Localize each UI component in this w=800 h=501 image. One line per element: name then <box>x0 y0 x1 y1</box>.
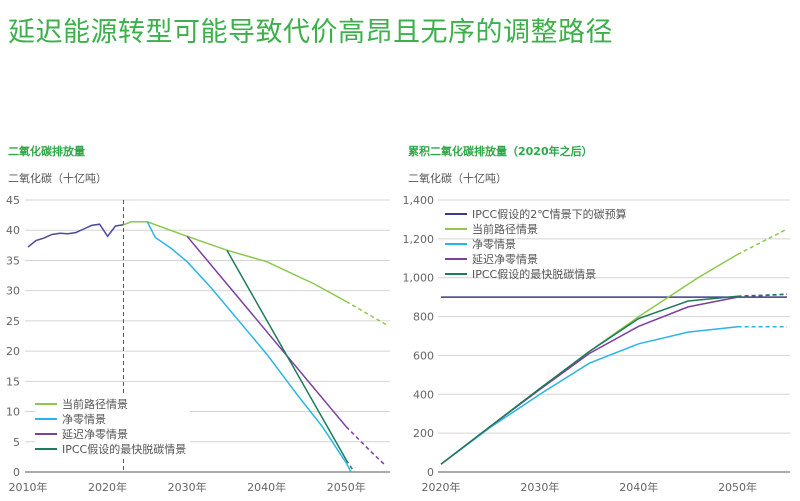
x-tick-label: 2030年 <box>168 480 207 494</box>
legend-item: 延迟净零情景 <box>35 426 186 441</box>
legend-swatch <box>35 417 57 420</box>
y-tick-label: 0 <box>13 466 20 479</box>
legend-item: IPCC假设的最快脱碳情景 <box>445 266 627 281</box>
series-line-3 <box>186 235 347 428</box>
right-chart-ylabel: 二氧化碳（十亿吨） <box>408 172 507 185</box>
y-tick-label: 45 <box>6 194 20 207</box>
right-chart-title: 累积二氧化碳排放量（2020年之后） <box>408 145 593 158</box>
x-tick-label: 2040年 <box>247 480 286 494</box>
series-line-3 <box>440 296 738 465</box>
legend-swatch <box>445 257 467 260</box>
legend-label: IPCC假设的最快脱碳情景 <box>62 442 187 456</box>
y-tick-label: 20 <box>6 345 20 358</box>
legend-swatch <box>445 212 467 215</box>
series-line-4 <box>226 249 347 461</box>
y-tick-label: 10 <box>6 406 20 419</box>
y-tick-label: 400 <box>413 388 434 401</box>
legend-swatch <box>35 432 57 435</box>
y-tick-label: 200 <box>413 427 434 440</box>
series-projection-4 <box>737 293 788 297</box>
legend-item: IPCC假设的最快脱碳情景 <box>35 441 186 456</box>
series-line-4 <box>440 295 738 465</box>
legend-label: 延迟净零情景 <box>472 252 538 266</box>
legend-swatch <box>35 447 57 450</box>
y-tick-label: 25 <box>6 315 20 328</box>
legend-label: 当前路径情景 <box>472 222 538 236</box>
legend-swatch <box>445 242 467 245</box>
legend-label: 延迟净零情景 <box>62 427 128 441</box>
legend-label: 当前路径情景 <box>62 397 128 411</box>
y-tick-label: 0 <box>427 466 434 479</box>
left-legend: 当前路径情景 净零情景 延迟净零情景 IPCC假设的最快脱碳情景 <box>35 395 191 457</box>
legend-swatch <box>445 227 467 230</box>
x-tick-label: 2010年 <box>9 480 48 494</box>
legend-item: 当前路径情景 <box>445 221 627 236</box>
legend-item: 净零情景 <box>35 411 186 426</box>
series-line-1 <box>123 221 347 303</box>
x-tick-label: 2020年 <box>422 480 461 494</box>
series-line-2 <box>146 221 352 473</box>
y-tick-label: 800 <box>413 311 434 324</box>
series-line-0 <box>27 223 124 248</box>
legend-label: 净零情景 <box>472 237 516 251</box>
y-tick-label: 1,400 <box>403 194 435 207</box>
x-tick-label: 2050年 <box>327 480 366 494</box>
series-projection-1 <box>737 228 788 256</box>
legend-label: IPCC假设的2℃情景下的碳预算 <box>472 207 627 221</box>
left-chart-title: 二氧化碳排放量 <box>8 145 85 158</box>
legend-label: 净零情景 <box>62 412 106 426</box>
x-tick-label: 2020年 <box>88 480 127 494</box>
y-tick-label: 30 <box>6 285 20 298</box>
x-tick-label: 2040年 <box>619 480 658 494</box>
legend-label: IPCC假设的最快脱碳情景 <box>472 267 597 281</box>
series-projection-4 <box>345 459 355 473</box>
y-tick-label: 5 <box>13 436 20 449</box>
legend-item: 当前路径情景 <box>35 396 186 411</box>
x-tick-label: 2050年 <box>718 480 757 494</box>
y-tick-label: 15 <box>6 375 20 388</box>
y-tick-label: 1,000 <box>403 272 435 285</box>
x-tick-label: 2030年 <box>520 480 559 494</box>
left-chart-ylabel: 二氧化碳（十亿吨） <box>8 172 107 185</box>
page-title: 延迟能源转型可能导致代价高昂且无序的调整路径 <box>8 17 613 48</box>
y-tick-label: 1,200 <box>403 233 435 246</box>
series-line-2 <box>440 325 738 465</box>
y-tick-label: 40 <box>6 224 20 237</box>
y-tick-label: 35 <box>6 254 20 267</box>
legend-item: IPCC假设的2℃情景下的碳预算 <box>445 206 627 221</box>
legend-item: 净零情景 <box>445 236 627 251</box>
series-projection-1 <box>345 300 387 326</box>
right-legend: IPCC假设的2℃情景下的碳预算 当前路径情景 净零情景 延迟净零情景 IPCC假设的最… <box>445 205 631 282</box>
legend-item: 延迟净零情景 <box>445 251 627 266</box>
y-tick-label: 600 <box>413 349 434 362</box>
legend-swatch <box>445 272 467 275</box>
legend-swatch <box>35 402 57 405</box>
series-projection-3 <box>345 426 387 467</box>
